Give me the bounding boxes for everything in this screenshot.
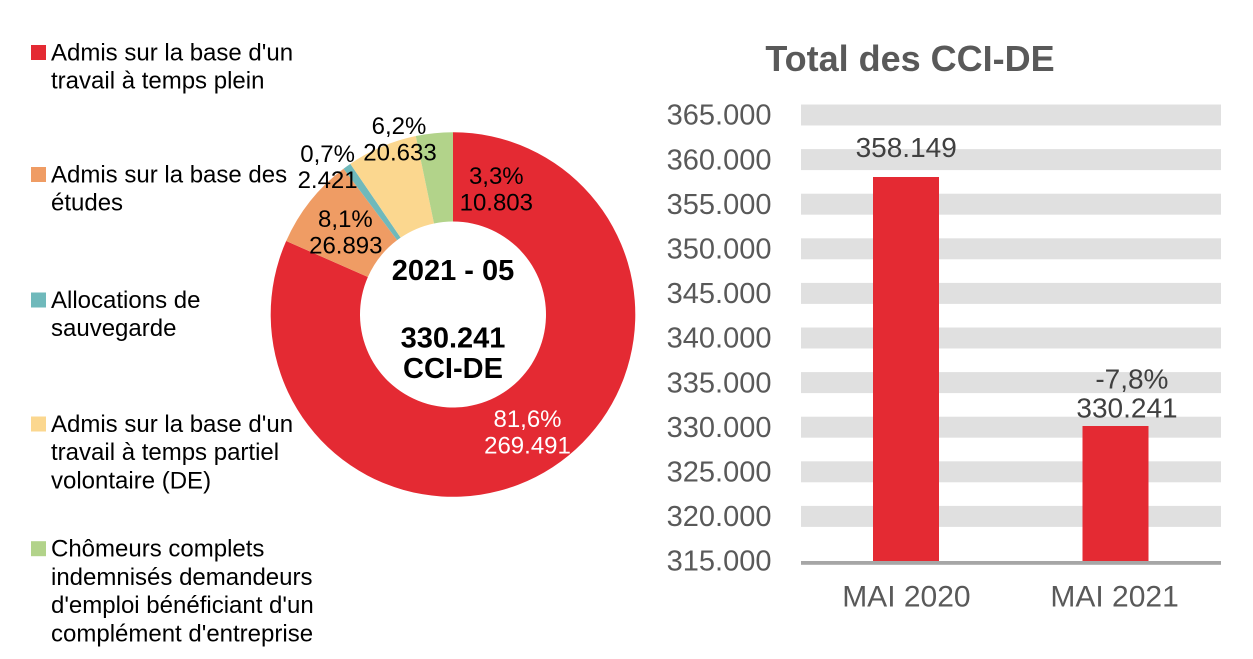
svg-text:Chômeurs complets: Chômeurs complets (51, 536, 264, 563)
svg-text:325.000: 325.000 (667, 457, 772, 489)
svg-text:Admis sur la base d'un: Admis sur la base d'un (51, 39, 293, 66)
svg-text:CCI-DE: CCI-DE (403, 353, 503, 385)
svg-text:269.491: 269.491 (484, 432, 571, 459)
svg-text:-7,8%: -7,8% (1095, 364, 1168, 395)
svg-text:volontaire (DE): volontaire (DE) (51, 467, 211, 494)
svg-text:330.241: 330.241 (401, 322, 506, 354)
svg-text:358.149: 358.149 (856, 132, 957, 163)
svg-text:330.000: 330.000 (667, 412, 772, 444)
svg-text:340.000: 340.000 (667, 323, 772, 355)
svg-text:complément d'entreprise: complément d'entreprise (51, 620, 313, 647)
svg-text:sauvegarde: sauvegarde (51, 315, 176, 342)
svg-text:81,6%: 81,6% (493, 406, 561, 433)
svg-text:320.000: 320.000 (667, 501, 772, 533)
svg-text:10.803: 10.803 (460, 190, 533, 217)
svg-text:330.241: 330.241 (1076, 393, 1177, 424)
svg-text:travail à temps plein: travail à temps plein (51, 68, 264, 95)
svg-text:MAI 2020: MAI 2020 (842, 580, 970, 613)
svg-text:355.000: 355.000 (667, 189, 772, 221)
svg-text:26.893: 26.893 (309, 233, 382, 260)
svg-text:2021 - 05: 2021 - 05 (392, 255, 515, 287)
svg-text:365.000: 365.000 (667, 100, 772, 132)
svg-text:20.633: 20.633 (363, 139, 436, 166)
svg-text:études: études (51, 190, 123, 217)
svg-text:MAI 2021: MAI 2021 (1050, 580, 1178, 613)
svg-text:6,2%: 6,2% (372, 113, 427, 140)
svg-text:Total des CCI-DE: Total des CCI-DE (765, 38, 1054, 79)
svg-text:d'emploi bénéficiant d'un: d'emploi bénéficiant d'un (51, 592, 314, 619)
svg-text:2.421: 2.421 (298, 167, 358, 194)
svg-text:345.000: 345.000 (667, 278, 772, 310)
svg-text:3,3%: 3,3% (469, 163, 524, 190)
svg-text:360.000: 360.000 (667, 144, 772, 176)
svg-text:Allocations de: Allocations de (51, 287, 200, 314)
svg-text:indemnisés demandeurs: indemnisés demandeurs (51, 564, 312, 591)
svg-text:Admis sur la base des: Admis sur la base des (51, 161, 287, 188)
svg-text:Admis sur la base d'un: Admis sur la base d'un (51, 411, 293, 438)
svg-text:travail à temps partiel: travail à temps partiel (51, 439, 279, 466)
svg-text:315.000: 315.000 (667, 546, 772, 578)
svg-text:335.000: 335.000 (667, 367, 772, 399)
svg-text:350.000: 350.000 (667, 234, 772, 266)
svg-text:8,1%: 8,1% (318, 206, 373, 233)
svg-text:0,7%: 0,7% (300, 141, 355, 168)
